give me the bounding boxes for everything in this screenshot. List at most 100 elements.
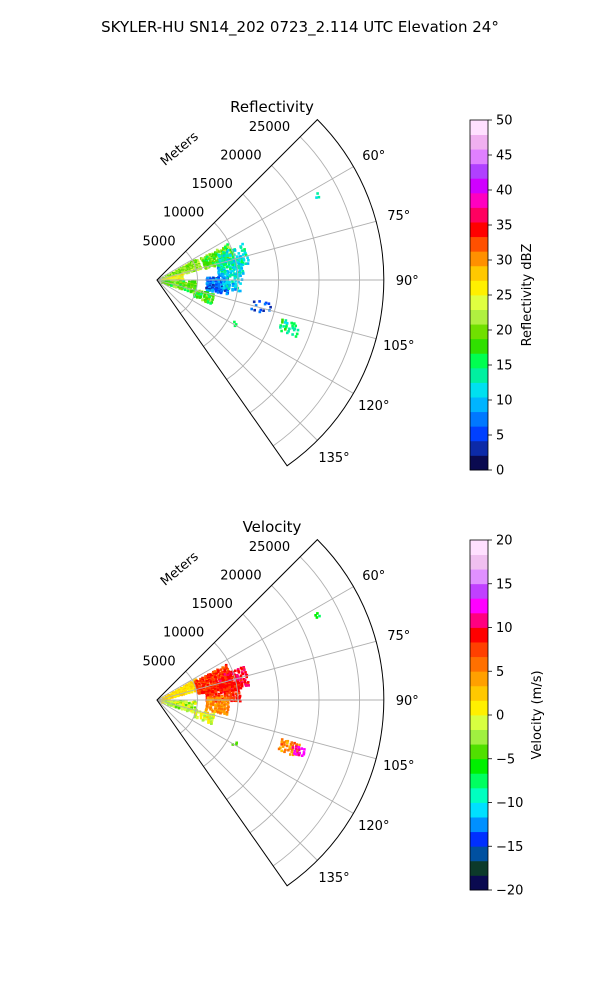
reflectivity-colorbar: 0 5 10 15 20 25 30 35 40 45 50 <box>469 114 513 479</box>
echo-gate-3 <box>220 274 224 277</box>
reflectivity-panel: Reflectivity Meters 5000 10000 15000 20000 2… <box>143 98 535 479</box>
echo-gate-4 <box>205 705 209 708</box>
echo-gate-5 <box>212 280 216 283</box>
colorbar-tick-label: 5 <box>496 665 504 680</box>
echo-gate-2 <box>223 673 227 676</box>
colorbar-segment <box>470 324 488 340</box>
echo-gate-4 <box>206 697 210 700</box>
echo-gate-1 <box>214 677 218 680</box>
echo-gate-7 <box>277 747 281 751</box>
echo-gate-4 <box>216 711 220 714</box>
azimuth-tick-label: 120° <box>358 399 389 414</box>
azimuth-tick-label: 135° <box>318 871 349 886</box>
echo-gate-1 <box>217 676 221 679</box>
range-ring <box>203 222 239 347</box>
echo-gate-1 <box>215 255 218 258</box>
colorbar-tick-label: 35 <box>496 219 513 234</box>
echo-gate-2 <box>225 258 229 261</box>
colorbar-segment <box>470 163 488 179</box>
echo-gate-4 <box>210 708 214 712</box>
velocity-panel: Velocity Meters 5000 10000 15000 20000 25000… <box>143 518 545 899</box>
echo-gate-2 <box>239 686 243 690</box>
echo-gate-0 <box>176 694 180 698</box>
echo-gate-6 <box>201 711 205 715</box>
echo-gate-1 <box>224 663 228 667</box>
echo-gate-1 <box>204 267 208 270</box>
colorbar-segment <box>470 540 488 555</box>
echo-gate-6 <box>225 284 229 288</box>
echo-gate-8 <box>209 302 212 305</box>
echo-gate-1 <box>209 260 212 264</box>
echo-gate-0 <box>191 264 194 268</box>
echo-gate-7 <box>172 285 176 288</box>
echo-gate-5 <box>163 702 167 705</box>
reflectivity-grid <box>156 118 385 467</box>
colorbar-segment <box>470 700 488 716</box>
echo-gate-5 <box>224 283 227 286</box>
azimuth-spoke <box>156 699 354 814</box>
echo-gate-1 <box>217 250 221 253</box>
colorbar-segment <box>470 773 488 789</box>
echo-gate-12 <box>316 192 319 195</box>
azimuth-spoke <box>156 279 354 394</box>
echo-gate-3 <box>226 687 229 690</box>
echo-gate-3 <box>235 257 239 261</box>
echo-gate-6 <box>199 716 203 720</box>
echo-gate-5 <box>191 710 195 714</box>
colorbar-segment <box>470 236 488 252</box>
echo-gate-4 <box>218 697 222 701</box>
echo-gate-6 <box>195 716 199 720</box>
echo-gate-0 <box>170 696 174 699</box>
echo-gate-8 <box>206 291 209 294</box>
colorbar-tick-label: 5 <box>496 429 504 444</box>
echo-gate-1 <box>211 676 215 679</box>
echo-gate-4 <box>219 711 222 715</box>
echo-gate-8 <box>294 747 298 751</box>
echo-gate-3 <box>240 263 243 266</box>
echo-gate-3 <box>230 258 233 261</box>
colorbar-segment <box>470 787 488 803</box>
azimuth-spoke <box>156 279 318 441</box>
echo-gate-1 <box>222 671 225 675</box>
echo-gate-10 <box>284 319 288 322</box>
echo-gate-0 <box>165 697 168 701</box>
range-tick-label: 20000 <box>220 568 261 583</box>
echo-gate-1 <box>205 261 208 264</box>
echo-gate-6 <box>205 716 209 719</box>
echo-gate-3 <box>211 693 214 697</box>
echo-gate-1 <box>222 248 225 251</box>
reflectivity-colorbar-label: Reflectivity dBZ <box>520 244 535 347</box>
echo-gate-10 <box>318 614 321 618</box>
echo-gate-10 <box>291 324 294 328</box>
echo-gate-8 <box>201 298 204 302</box>
echo-gate-2 <box>221 254 224 257</box>
velocity-ticks: 5000 10000 15000 20000 25000 60° 75° 90° 105° 120… <box>143 540 419 886</box>
echo-gate-2 <box>240 684 244 688</box>
echo-gate-5 <box>224 285 227 288</box>
echo-gate-0 <box>185 271 189 275</box>
echo-gate-3 <box>232 273 236 277</box>
echo-gate-8 <box>205 297 209 300</box>
echo-gate-6 <box>231 284 235 288</box>
colorbar-segment <box>470 280 488 296</box>
echo-gate-5 <box>220 285 224 289</box>
colorbar-tick-label: 20 <box>496 324 513 339</box>
range-ring <box>203 642 239 767</box>
colorbar-segment <box>470 569 488 585</box>
echo-gate-7 <box>286 739 290 743</box>
echo-gate-7 <box>189 290 193 294</box>
echo-gate-7 <box>295 743 298 746</box>
echo-gate-7 <box>295 750 299 753</box>
echo-gate-7 <box>183 288 187 291</box>
echo-gate-4 <box>209 707 212 711</box>
echo-gate-5 <box>216 291 220 294</box>
echo-gate-7 <box>283 743 286 747</box>
echo-gate-3 <box>234 699 238 703</box>
echo-gate-6 <box>210 722 213 725</box>
echo-gate-5 <box>217 280 220 284</box>
echo-gate-9 <box>259 308 263 312</box>
echo-gate-7 <box>164 282 167 285</box>
colorbar-segment <box>470 656 488 672</box>
echo-gate-1 <box>226 243 229 246</box>
echo-gate-5 <box>207 289 211 292</box>
